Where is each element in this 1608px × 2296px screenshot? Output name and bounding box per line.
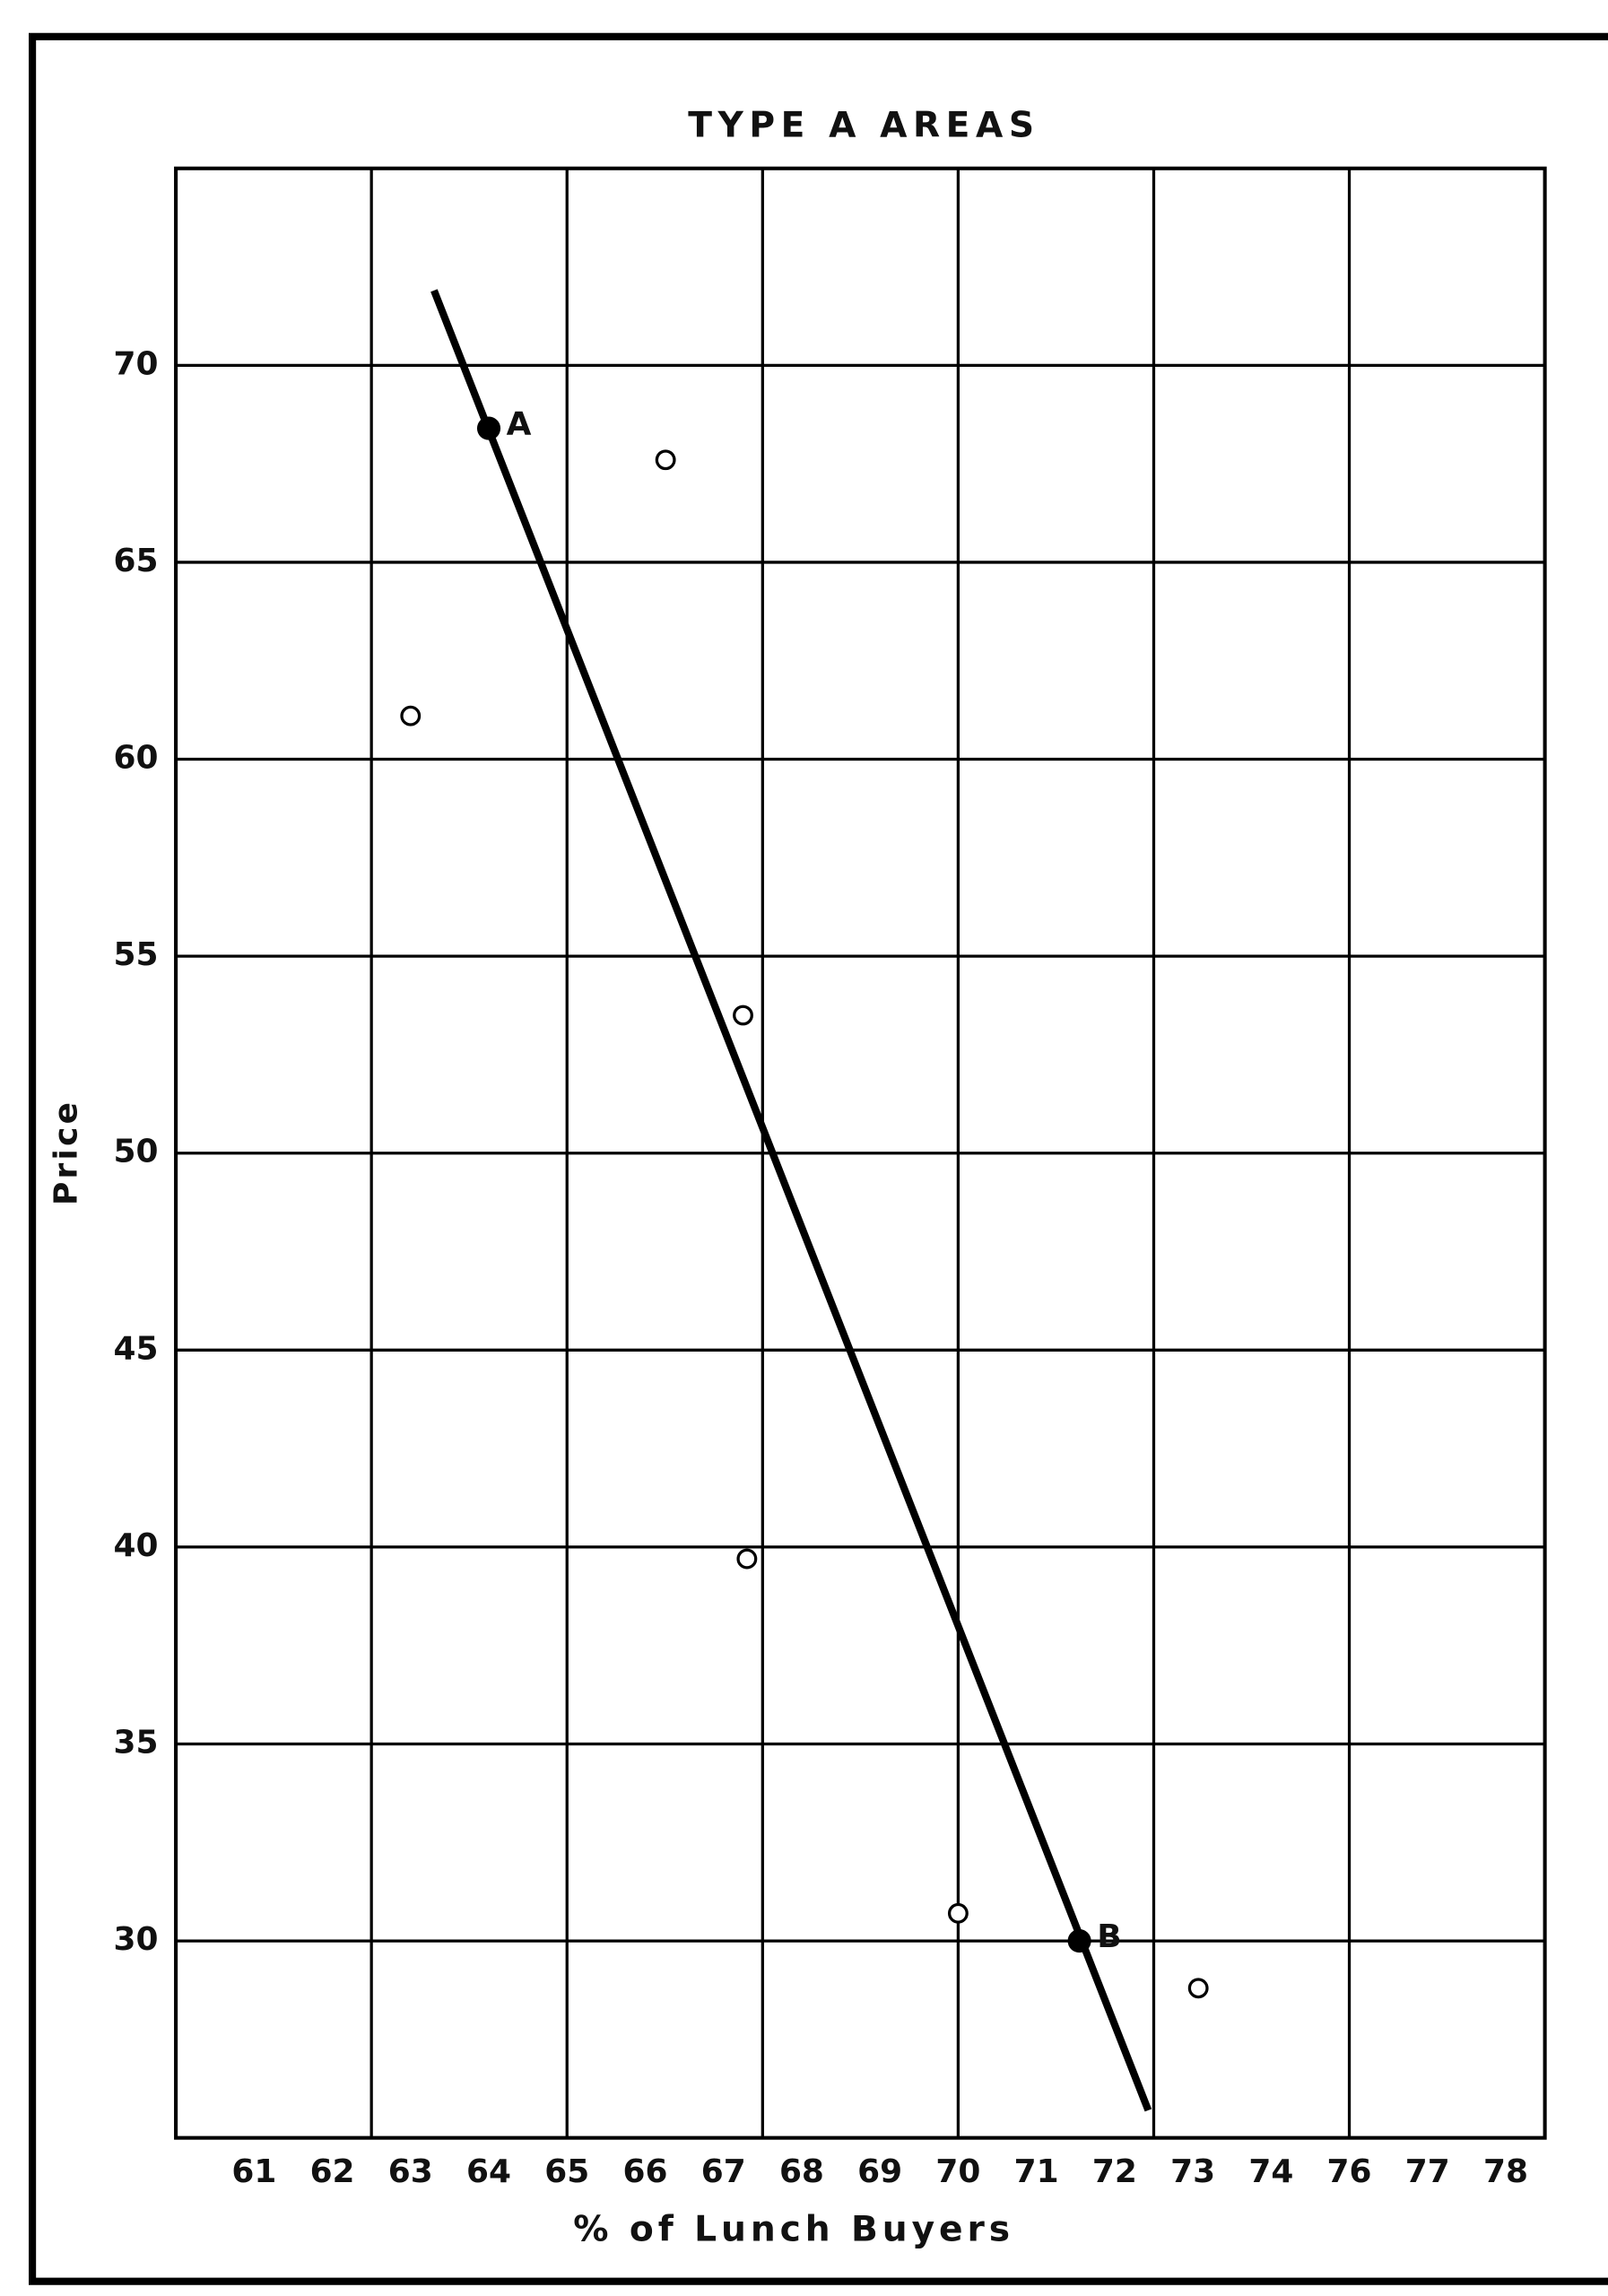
data-point bbox=[400, 705, 422, 726]
x-tick-label: 78 bbox=[1483, 2153, 1528, 2190]
frame bbox=[29, 32, 1608, 2285]
data-point bbox=[655, 449, 676, 471]
labeled-point bbox=[1067, 1929, 1091, 1953]
y-tick-label: 50 bbox=[114, 1134, 159, 1170]
data-point bbox=[1187, 1978, 1209, 1999]
y-tick-label: 30 bbox=[114, 1921, 159, 1958]
x-tick-label: 70 bbox=[935, 2153, 980, 2190]
x-tick-label: 68 bbox=[779, 2153, 824, 2190]
point-label: A bbox=[507, 405, 532, 442]
y-tick-label: 55 bbox=[114, 936, 159, 973]
data-point bbox=[947, 1902, 969, 1924]
x-tick-label: 72 bbox=[1092, 2153, 1137, 2190]
x-tick-label: 65 bbox=[544, 2153, 589, 2190]
y-tick-label: 70 bbox=[114, 345, 159, 382]
point-label: B bbox=[1097, 1918, 1121, 1955]
y-axis-label: Price bbox=[48, 1100, 84, 1205]
x-tick-label: 64 bbox=[466, 2153, 511, 2190]
x-tick-label: 76 bbox=[1327, 2153, 1372, 2190]
x-tick-label: 71 bbox=[1014, 2153, 1059, 2190]
x-tick-label: 69 bbox=[857, 2153, 902, 2190]
x-tick-label: 61 bbox=[231, 2153, 276, 2190]
y-tick-label: 35 bbox=[114, 1724, 159, 1761]
y-tick-label: 65 bbox=[114, 543, 159, 579]
x-tick-label: 74 bbox=[1248, 2153, 1293, 2190]
x-tick-label: 62 bbox=[310, 2153, 355, 2190]
y-tick-label: 45 bbox=[114, 1330, 159, 1367]
trend-line bbox=[430, 289, 1152, 2112]
data-point bbox=[736, 1548, 758, 1570]
x-tick-label: 73 bbox=[1170, 2153, 1215, 2190]
labeled-point bbox=[476, 416, 501, 440]
x-tick-label: 66 bbox=[622, 2153, 667, 2190]
y-tick-label: 40 bbox=[114, 1527, 159, 1564]
chart-title: TYPE A AREAS bbox=[688, 106, 1039, 146]
x-axis-label: % of Lunch Buyers bbox=[573, 2210, 1014, 2250]
x-tick-label: 63 bbox=[388, 2153, 433, 2190]
y-tick-label: 60 bbox=[114, 740, 159, 777]
data-point bbox=[733, 1004, 753, 1026]
x-tick-label: 67 bbox=[701, 2153, 746, 2190]
x-tick-label: 77 bbox=[1405, 2153, 1450, 2190]
